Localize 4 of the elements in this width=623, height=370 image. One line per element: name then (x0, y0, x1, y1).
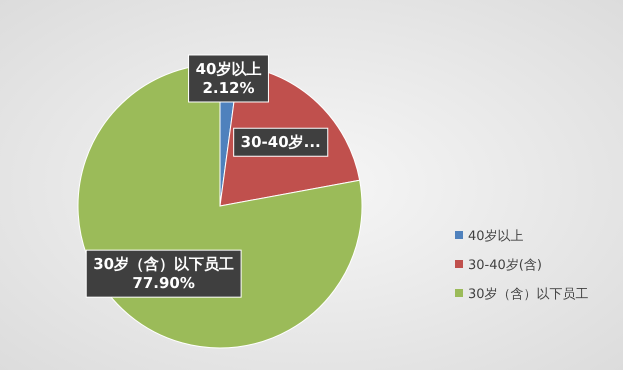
data-label: 30岁（含）以下员工 77.90% (93, 255, 234, 292)
data-label: 40岁以上 2.12% (196, 60, 262, 97)
legend-label: 40岁以上 (468, 229, 524, 244)
data-label: 30-40岁... (240, 133, 321, 152)
